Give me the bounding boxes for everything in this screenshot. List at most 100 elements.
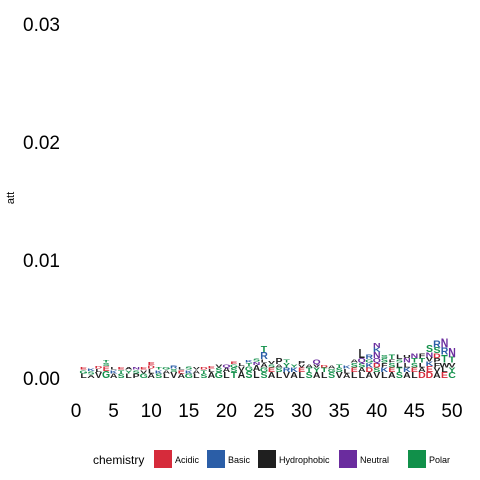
logo-letter: T <box>246 362 252 367</box>
logo-letter: K <box>426 360 434 367</box>
logo-letter: D <box>320 364 328 368</box>
logo-letter: K <box>290 366 298 373</box>
logo-letter: A <box>177 372 185 379</box>
logo-letter: F <box>434 361 441 368</box>
logo-letter: A <box>275 363 283 368</box>
logo-letter: S <box>103 362 111 367</box>
x-tick-label: 10 <box>141 401 162 422</box>
logo-letter: T <box>321 366 328 373</box>
logo-letter: D <box>426 370 434 380</box>
logo-letter: S <box>260 370 267 380</box>
logo-letter: S <box>185 366 193 371</box>
logo-letter: L <box>396 353 403 360</box>
legend-title: chemistry <box>93 453 144 467</box>
x-tick-labels: 0 5 10 15 20 25 30 35 40 45 50 <box>71 401 463 422</box>
logo-letter: P <box>298 360 306 365</box>
logo-letter: T <box>396 366 403 373</box>
logo-letter: A <box>305 363 313 368</box>
logo-letter: A <box>343 372 351 379</box>
logo-letter: S <box>215 366 222 373</box>
logo-letter: L <box>193 372 200 379</box>
logo-letter: L <box>441 366 448 373</box>
logo-letter: L <box>321 370 328 380</box>
logo-letter: Y <box>125 369 133 374</box>
logo-letter: G <box>140 372 148 379</box>
legend-swatch <box>339 450 357 468</box>
logo-letter: T <box>261 344 268 354</box>
x-tick-label: 20 <box>216 401 237 422</box>
logo-letter: A <box>147 372 155 379</box>
y-axis-label-group: att <box>5 192 17 204</box>
logo-letter: E <box>178 369 186 374</box>
logo-letter: V <box>298 363 306 368</box>
logo-letter: S <box>336 366 343 373</box>
logo-letter: F <box>381 361 388 368</box>
logo-letter: A <box>260 361 268 368</box>
logo-letter: T <box>103 360 110 364</box>
logo-letter: A <box>162 369 170 374</box>
logo-letter: T <box>283 358 289 363</box>
logo-letter: G <box>260 366 268 373</box>
logo-letter: G <box>185 372 193 379</box>
logo-letter: S <box>245 370 252 381</box>
logo-letter: V <box>433 366 440 373</box>
logo-letter: T <box>411 357 418 364</box>
logo-letter: S <box>373 366 380 373</box>
logo-letter: T <box>201 369 207 374</box>
y-tick-label: 0.00 <box>23 369 60 390</box>
logo-letter: L <box>80 372 87 379</box>
logo-letter: L <box>125 372 132 379</box>
logo-letter: S <box>118 372 125 379</box>
logo-letter: U <box>403 354 411 359</box>
logo-letter: N <box>253 361 261 366</box>
logo-letter: V <box>140 369 148 374</box>
logo-letter: Y <box>283 361 290 368</box>
logo-letter: P <box>276 356 283 366</box>
logo-letter: K <box>245 360 253 364</box>
logo-letter: A <box>388 370 396 380</box>
logo-letter: L <box>95 368 101 373</box>
logo-letter: L <box>359 370 366 380</box>
logo-letter: G <box>230 363 238 368</box>
logo-letter: A <box>313 370 321 380</box>
logo-letter: R <box>170 364 178 369</box>
legend-label: Acidic <box>175 455 200 465</box>
legend: chemistry Acidic Basic Hydrophobic Neutral P… <box>93 450 450 468</box>
logo-letter: A <box>290 370 298 380</box>
logo-letter: Q <box>313 358 321 365</box>
x-tick-label: 50 <box>441 401 462 422</box>
logo-letter: A <box>253 363 261 373</box>
logo-letter: T <box>306 366 313 373</box>
logo-letter: S <box>200 372 207 379</box>
logo-letter: D <box>200 367 208 371</box>
y-tick-labels: 0.00 0.01 0.02 0.03 <box>23 15 60 390</box>
logo-letter: L <box>344 367 351 374</box>
legend-label: Basic <box>228 455 251 465</box>
legend-label: Polar <box>429 455 450 465</box>
logo-letter: S <box>396 358 404 363</box>
logo-letter: G <box>102 370 110 381</box>
logo-letter: A <box>110 372 118 379</box>
logo-letter: G <box>162 367 170 371</box>
logo-letter: A <box>403 370 411 380</box>
logo-letter: V <box>373 370 381 380</box>
logo-letter: S <box>381 357 388 364</box>
logo-letter: L <box>163 372 170 379</box>
logo-letter: T <box>231 370 238 380</box>
logo-letter: E <box>80 367 87 371</box>
logo-letter: V <box>193 367 201 371</box>
logo-letter: L <box>208 368 214 373</box>
x-tick-label: 25 <box>253 401 274 422</box>
logo-letter: S <box>268 363 276 368</box>
logo-letter: S <box>358 361 365 368</box>
logo-letter: R <box>365 353 373 360</box>
logo-letter: L <box>178 367 185 371</box>
logo-letter: V <box>313 363 321 368</box>
logo-letter: L <box>253 370 259 381</box>
legend-swatch <box>154 450 172 468</box>
logo-letter: R <box>283 366 291 373</box>
logo-letter: A <box>328 364 336 369</box>
logo-letter: E <box>388 366 395 373</box>
logo-letter: K <box>343 364 351 369</box>
